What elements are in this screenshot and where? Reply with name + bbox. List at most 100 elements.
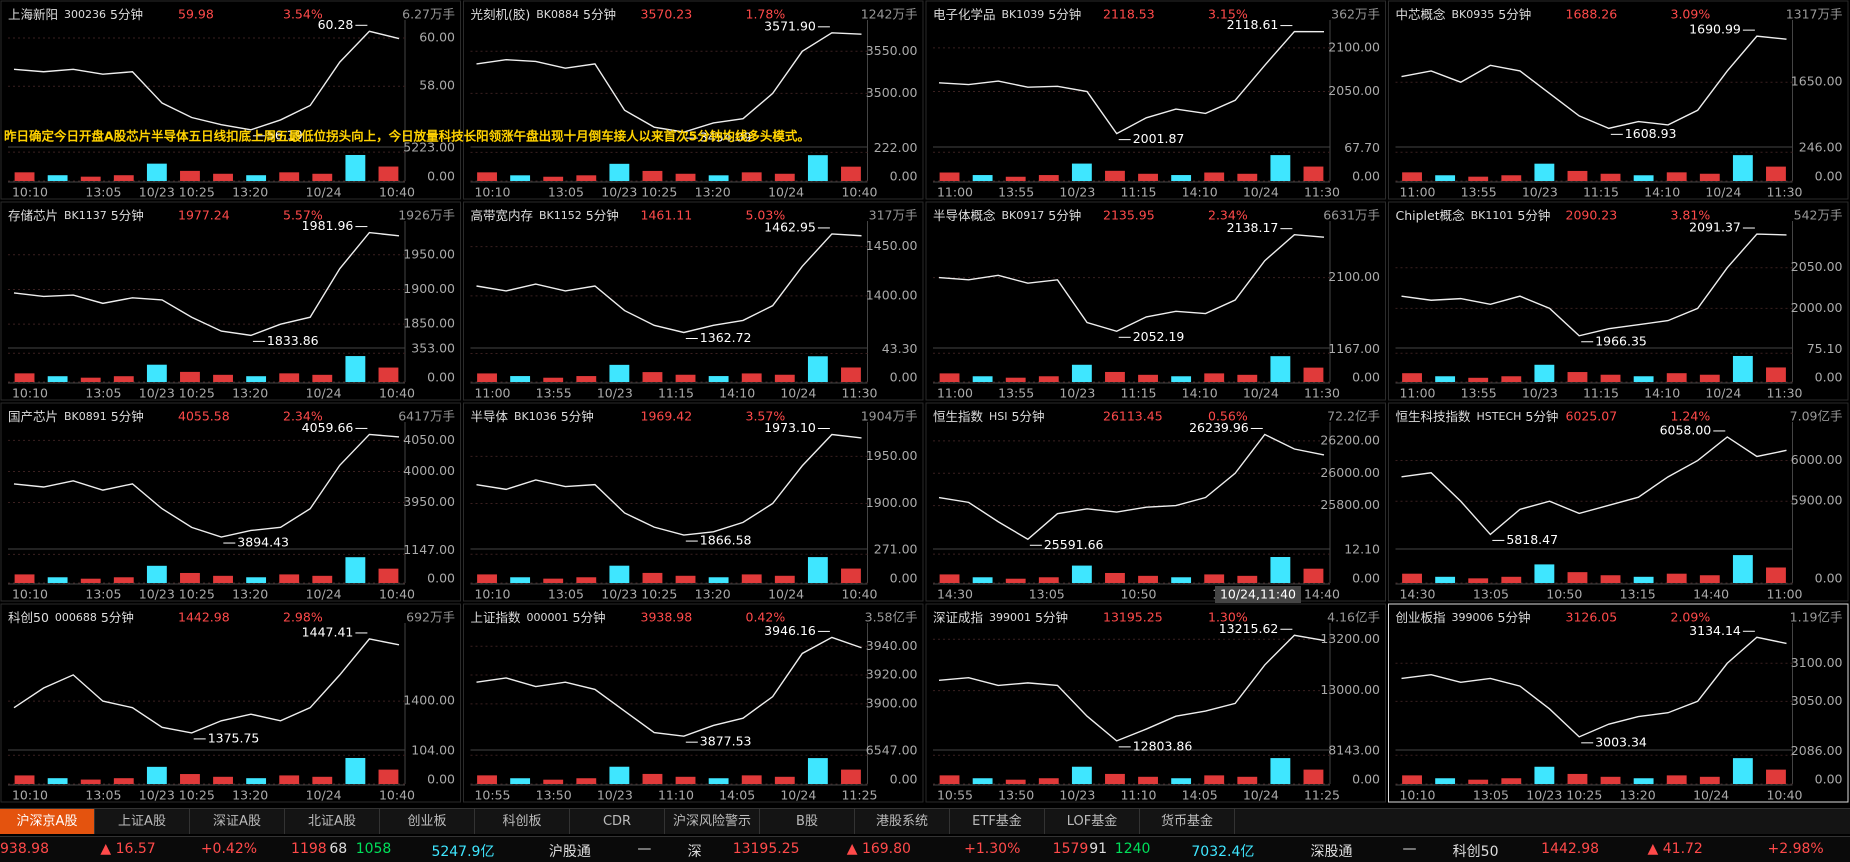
panel-period: 5分钟 (586, 208, 619, 223)
volume-bar (1633, 376, 1654, 382)
y-tick-label: 3550.00 (866, 43, 918, 58)
high-label: 6058.00 (1660, 422, 1712, 437)
volume-bar (510, 175, 531, 181)
price: 26113.45 (1103, 409, 1163, 424)
x-tick-label: 13:05 (1473, 788, 1509, 803)
volume-bar (939, 172, 960, 181)
panel-name: Chiplet概念 (1396, 208, 1466, 223)
x-tick-label: 10:10 (474, 185, 510, 200)
volume-bar (675, 374, 696, 382)
volume-bar (741, 373, 762, 382)
y-tick-label: 13200.00 (1320, 631, 1380, 646)
volume-bar (477, 775, 497, 784)
volume-bar (180, 774, 200, 784)
volume-bar (312, 776, 333, 784)
panel-header: 恒生科技指数 HSTECH 5分钟 (1396, 409, 1559, 424)
market-tab[interactable]: 沪深风险警示 (665, 809, 760, 834)
panel-name: 创业板指 (1396, 610, 1446, 625)
volume-bar (642, 372, 663, 382)
market-tab[interactable]: 科创板 (475, 809, 570, 834)
volume-bar (1171, 577, 1192, 583)
volume-bar (1699, 575, 1720, 583)
volume-bar (774, 173, 795, 181)
market-tab[interactable]: 港股系统 (855, 809, 950, 834)
volume-bar (1435, 175, 1456, 181)
panel-frame (925, 201, 1386, 401)
y-tick-label: 2000.00 (1791, 300, 1843, 315)
volume-bar (1138, 575, 1158, 583)
x-tick-label: 10/24 (780, 386, 816, 401)
x-tick-label: 14:10 (1644, 386, 1680, 401)
low-label: 2001.87 (1133, 131, 1185, 146)
y-tick-label: 1850.00 (403, 316, 455, 331)
market-tab[interactable]: B股 (760, 809, 855, 834)
market-tab[interactable]: 沪深京A股 (0, 809, 95, 834)
volume-bar (1402, 573, 1422, 583)
volume-bar (841, 769, 861, 784)
volume-bar (1435, 778, 1456, 784)
high-label: 2138.17 (1227, 220, 1279, 235)
volume-bar (1138, 776, 1158, 784)
change: 1.78% (746, 7, 786, 22)
market-tab[interactable]: LOF基金 (1045, 809, 1140, 834)
market-tab[interactable]: 深证A股 (190, 809, 285, 834)
panel-frame (0, 201, 461, 401)
volume-bar (1534, 766, 1555, 784)
volume-bar (576, 376, 597, 382)
status-item: +0.42% (200, 841, 258, 857)
panel-frame (463, 201, 924, 401)
volume-bar (1237, 776, 1258, 784)
panel-code: BK0917 (1002, 209, 1045, 222)
y-tick-label: 2050.00 (1328, 83, 1380, 98)
market-tab[interactable]: ETF基金 (950, 809, 1045, 834)
market-tab[interactable]: 货币基金 (1140, 809, 1235, 834)
volume-bar (146, 766, 167, 784)
x-tick-label: 10/23 (1059, 185, 1095, 200)
price-line (476, 636, 862, 737)
volume-bar (841, 166, 861, 181)
market-tab[interactable]: 上证A股 (95, 809, 190, 834)
y-tick-label: 3940.00 (866, 638, 918, 653)
vol-tick-label: 0.00 (890, 571, 918, 586)
panel-period: 5分钟 (561, 409, 594, 424)
vol-tick-label: 67.70 (1344, 140, 1380, 155)
volume-bar (1567, 773, 1588, 784)
x-tick-label: 10:10 (12, 587, 48, 602)
x-tick-label: 14:10 (1182, 386, 1218, 401)
x-tick-label: 10:40 (1766, 788, 1802, 803)
x-tick-label: 10:10 (474, 587, 510, 602)
volume-bar (543, 176, 564, 181)
panel-period: 5分钟 (1525, 409, 1558, 424)
volume-bar (1204, 574, 1225, 583)
volume-label: 542万手 (1794, 208, 1843, 223)
x-tick-label: 14:40 (1693, 587, 1729, 602)
panel-frame (0, 603, 461, 803)
vol-tick-label: 0.00 (1352, 571, 1380, 586)
volume-bar (510, 577, 531, 583)
change: 2.09% (1671, 610, 1711, 625)
x-tick-label: 10/24 (306, 587, 342, 602)
x-tick-label: 13:05 (1029, 587, 1065, 602)
x-tick-label: 13:05 (85, 386, 121, 401)
x-tick-label: 11:25 (1304, 788, 1340, 803)
x-tick-label: 13:05 (548, 185, 584, 200)
status-item: +2.98% (1767, 841, 1824, 857)
status-item: ▲ 41.72 (1647, 841, 1703, 857)
y-tick-label: 26200.00 (1320, 432, 1380, 447)
volume-bar (279, 775, 300, 784)
volume-bar (1071, 163, 1092, 181)
volume-bar (47, 577, 68, 583)
volume-bar (14, 373, 35, 382)
market-tab[interactable]: 北证A股 (285, 809, 380, 834)
panel-period: 5分钟 (1048, 7, 1081, 22)
volume-bar (510, 778, 531, 784)
low-label: 3003.34 (1595, 734, 1647, 749)
volume-bar (1071, 565, 1092, 583)
market-tab[interactable]: 创业板 (380, 809, 475, 834)
y-tick-label: 60.00 (419, 30, 455, 45)
volume-bar (345, 154, 366, 181)
market-tab[interactable]: CDR (570, 809, 665, 834)
x-tick-label: 13:20 (695, 587, 731, 602)
x-tick-label: 13:20 (1620, 788, 1656, 803)
vol-tick-label: 0.00 (1352, 772, 1380, 787)
